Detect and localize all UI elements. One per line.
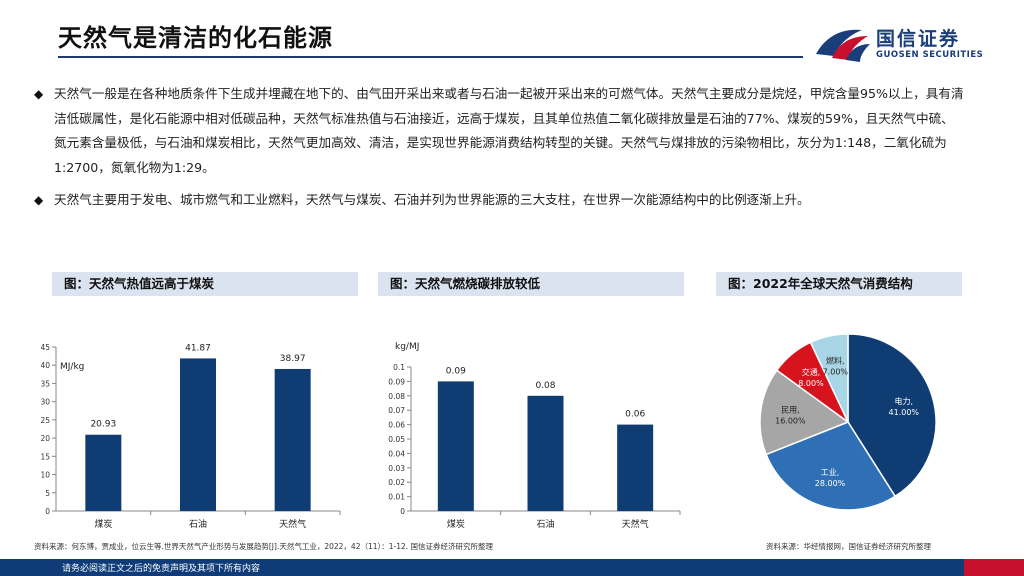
brand-name-en: GUOSEN SECURITIES [876, 50, 984, 60]
bar [437, 381, 474, 511]
bar-value-label: 20.93 [90, 420, 116, 430]
footer-accent [964, 559, 1024, 576]
bar [85, 434, 122, 511]
pie-slice-name: 工业, [821, 467, 840, 477]
heat-value-bar-chart: 0 5 10 15 20 25 30 35 40 45 MJ/kg 20.93 煤炭 41.87 石油 38.… [40, 343, 341, 530]
source-note-right: 资料来源：华经情报网，国信证券经济研究所整理 [766, 542, 931, 551]
y-tick-label: 0.08 [388, 392, 405, 401]
y-tick-label: 0 [45, 507, 50, 516]
title-rule [58, 56, 803, 58]
y-tick-label: 10 [40, 471, 50, 480]
x-tick-label: 天然气 [279, 518, 306, 530]
bullet-text: 天然气一般是在各种地质条件下生成并埋藏在地下的、由气田开采出来或者与石油一起被开… [54, 86, 964, 175]
y-tick-label: 0.01 [388, 493, 405, 502]
x-tick-label: 石油 [536, 518, 554, 530]
pie-slice-percent: 28.00% [815, 479, 846, 488]
consumption-pie-chart: 电力, 41.00% 工业, 28.00% 民用, 16.00% 交通, 8.00% 燃料, 7.… [759, 333, 937, 511]
bar [180, 358, 216, 511]
chart-title-carbon-emission: 图：天然气燃烧碳排放较低 [378, 272, 684, 296]
brand-logo: 国信证券 GUOSEN SECURITIES [812, 20, 984, 64]
bar-value-label: 0.06 [625, 410, 645, 420]
footer-disclaimer: 请务必阅读正文之后的免责声明及其项下所有内容 [62, 564, 261, 574]
bullet-item: ◆ 天然气一般是在各种地质条件下生成并埋藏在地下的、由气田开采出来或者与石油一起… [34, 82, 964, 180]
bullet-list: ◆ 天然气一般是在各种地质条件下生成并埋藏在地下的、由气田开采出来或者与石油一起… [34, 82, 964, 221]
brand-logo-icon [816, 29, 870, 62]
brand-name-cn: 国信证券 [876, 28, 961, 50]
pie-slice [809, 333, 849, 423]
bar-value-label: 41.87 [185, 343, 211, 353]
bar [617, 424, 654, 511]
y-tick-label: 0.07 [388, 406, 405, 415]
bar [527, 395, 564, 511]
y-tick-label: 0.1 [393, 363, 405, 372]
x-tick-label: 煤炭 [447, 518, 465, 530]
x-tick-label: 天然气 [622, 518, 649, 530]
y-tick-label: 0.09 [388, 377, 405, 386]
bar [274, 368, 311, 511]
pie-slice-percent: 7.00% [823, 367, 849, 376]
y-axis-label: kg/MJ [395, 342, 419, 352]
page-title: 天然气是清洁的化石能源 [58, 24, 333, 52]
pie-slice-percent: 16.00% [775, 417, 806, 426]
y-tick-label: 0.04 [388, 449, 405, 458]
y-axis-label: MJ/kg [60, 362, 84, 372]
pie-slice [765, 421, 897, 511]
pie-slice-name: 电力, [895, 396, 914, 406]
pie-slice-percent: 8.00% [798, 379, 824, 388]
pie-slice [759, 369, 850, 456]
carbon-emission-bar-chart: 0 0.01 0.02 0.03 0.04 0.05 0.06 0.07 0.08 0.09 0.1… [388, 342, 681, 530]
y-tick-label: 5 [45, 489, 50, 498]
bullet-text: 天然气主要用于发电、城市燃气和工业燃料，天然气与煤炭、石油并列为世界能源的三大支… [54, 192, 810, 207]
x-tick-label: 煤炭 [94, 518, 112, 530]
chart-title-heat-value: 图：天然气热值远高于煤炭 [52, 272, 358, 296]
y-tick-label: 45 [40, 343, 50, 352]
diamond-bullet-icon: ◆ [34, 87, 44, 101]
pie-slice-percent: 41.00% [889, 408, 920, 417]
footer-bar: 请务必阅读正文之后的免责声明及其项下所有内容 [0, 559, 1024, 576]
y-tick-label: 25 [40, 416, 50, 425]
y-tick-label: 40 [40, 361, 50, 370]
pie-slice-name: 民用, [781, 406, 800, 415]
y-tick-label: 15 [40, 452, 50, 461]
bar-value-label: 0.08 [535, 381, 555, 391]
y-tick-label: 0 [400, 507, 405, 516]
pie-slice-name: 燃料, [826, 355, 845, 365]
source-note-left: 资料来源：何东博，贾成业，位云生等.世界天然气产业形势与发展趋势[J].天然气工… [34, 542, 494, 551]
y-tick-label: 0.06 [388, 421, 405, 430]
y-tick-label: 0.03 [388, 464, 405, 473]
y-tick-label: 0.05 [388, 435, 405, 444]
y-tick-label: 20 [40, 434, 50, 443]
x-tick-label: 石油 [189, 518, 207, 530]
bullet-item: ◆ 天然气主要用于发电、城市燃气和工业燃料，天然气与煤炭、石油并列为世界能源的三… [34, 188, 964, 213]
bar-value-label: 0.09 [446, 366, 466, 376]
pie-slice-name: 交通, [802, 367, 821, 377]
diamond-bullet-icon: ◆ [34, 193, 44, 207]
chart-title-consumption-structure: 图：2022年全球天然气消费结构 [716, 272, 962, 296]
y-tick-label: 35 [40, 379, 50, 388]
y-tick-label: 0.02 [388, 478, 405, 487]
bar-value-label: 38.97 [280, 354, 306, 364]
y-tick-label: 30 [40, 398, 50, 407]
